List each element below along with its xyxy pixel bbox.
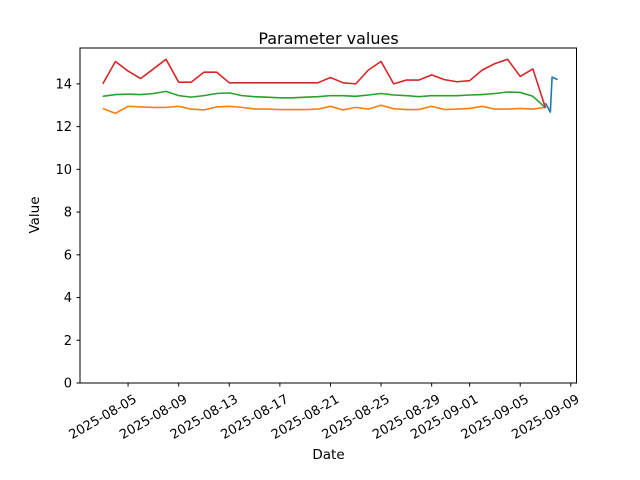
y-tick-label: 8 [64,206,72,221]
line-parameter-blue [544,76,558,113]
y-axis-label: Value [27,196,43,234]
line-parameter-orange [102,104,546,115]
axes-box [79,47,577,384]
y-tick-label: 4 [64,291,72,306]
y-tick-label: 14 [55,77,72,92]
y-tick-label: 12 [55,120,72,135]
y-tick-label: 2 [64,334,72,349]
y-tick-label: 0 [64,377,72,392]
y-tick-label: 10 [55,163,72,178]
chart-title: Parameter values [258,29,399,48]
y-tick-label: 6 [64,248,72,263]
line-parameter-red [102,58,547,109]
line-parameter-green [102,90,547,109]
x-axis-label: Date [312,447,345,463]
